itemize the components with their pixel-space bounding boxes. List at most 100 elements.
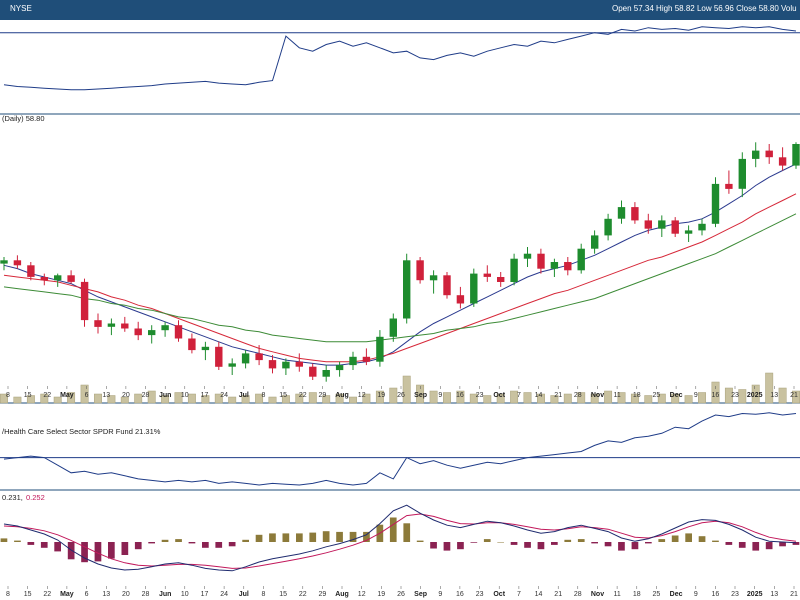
macd-histogram-bar [604, 542, 612, 547]
x-tick-label: 18 [633, 591, 641, 598]
macd-histogram-bar [108, 542, 115, 559]
x-tick-label: 10 [181, 591, 189, 598]
candle-body [389, 318, 397, 337]
macd-histogram-bar [269, 533, 276, 542]
macd-histogram-bar [309, 532, 317, 542]
macd-histogram-bar [296, 533, 303, 542]
macd-line [3, 504, 797, 572]
candle-body [725, 183, 733, 189]
x-tick-label: 2025 [747, 392, 763, 399]
x-tick-label: 9 [694, 392, 698, 399]
macd-histogram-bar [255, 534, 263, 542]
x-tick-label: 15 [279, 591, 287, 598]
volume-bar [214, 393, 223, 404]
volume-bar [120, 396, 129, 404]
x-tick-label: 13 [770, 591, 778, 598]
x-tick-label: 20 [122, 591, 130, 598]
exchange-label: NYSE [10, 4, 32, 13]
x-tick-label: 15 [24, 392, 32, 399]
volume-bar [322, 395, 331, 404]
macd-histogram-bar [712, 540, 719, 542]
macd-signal-line [3, 513, 797, 569]
x-tick-label: 8 [6, 392, 10, 399]
volume-bar [563, 393, 572, 404]
candle-body [282, 361, 290, 369]
volume-bar [53, 396, 62, 404]
candle-body [268, 360, 277, 369]
volume-bar [443, 392, 451, 404]
candle-body [376, 336, 384, 362]
macd-histogram-bar [336, 531, 343, 542]
x-tick-label: 22 [43, 392, 51, 399]
candle-body [349, 356, 357, 366]
volume-bar [469, 393, 478, 404]
volume-bar [711, 381, 720, 404]
candle-body [54, 275, 62, 281]
candle-body [309, 366, 317, 377]
x-tick-label: 6 [85, 392, 89, 399]
x-tick-label: 8 [6, 591, 10, 598]
macd-histogram-bar [94, 542, 102, 562]
x-tick-label: 8 [261, 392, 265, 399]
macd-histogram-bar [645, 542, 652, 544]
x-tick-label: 9 [438, 392, 442, 399]
macd-histogram-bar [510, 542, 518, 545]
x-tick-label: 16 [712, 392, 720, 399]
x-tick-label: 7 [517, 392, 521, 399]
volume-bar [0, 393, 8, 404]
x-tick-label: Jun [159, 392, 171, 399]
macd-histogram-bar [67, 542, 75, 560]
x-tick-label: 28 [142, 392, 150, 399]
volume-bar [375, 390, 384, 404]
candle-body [322, 370, 330, 377]
x-tick-label: 19 [377, 591, 385, 598]
x-tick-label: 21 [790, 591, 798, 598]
volume-bar [429, 390, 438, 404]
candle-body [631, 207, 639, 221]
candle-body [362, 356, 371, 362]
candle-body [577, 248, 585, 271]
volume-bar [738, 389, 747, 404]
candle-body [604, 218, 612, 236]
x-tick-label: 19 [377, 392, 385, 399]
x-tick-label: May [60, 392, 74, 399]
x-tick-label: 16 [456, 591, 464, 598]
macd-histogram-bar [175, 539, 182, 542]
candle-body [564, 262, 572, 271]
x-tick-label: 28 [574, 591, 582, 598]
x-tick-label: Jul [239, 591, 249, 598]
x-tick-label: Aug [335, 392, 349, 399]
x-tick-label: 21 [554, 591, 562, 598]
x-tick-label: 23 [731, 392, 739, 399]
price-panel [0, 142, 800, 404]
x-tick-label: Dec [670, 392, 683, 399]
volume-bar [778, 387, 787, 404]
candle-body [738, 158, 746, 189]
volume-bar [228, 396, 237, 404]
relative-strength-panel [0, 412, 800, 486]
macd-histogram-bar [389, 517, 397, 542]
macd-histogram-bar [0, 538, 8, 542]
volume-bar [483, 395, 492, 404]
x-tick-label: 23 [476, 591, 484, 598]
x-tick-label: 28 [142, 591, 150, 598]
macd-histogram-bar [591, 542, 598, 544]
candle-body [107, 323, 116, 327]
candle-body [429, 275, 438, 281]
x-tick-label: 23 [476, 392, 484, 399]
volume-bar [724, 387, 733, 404]
macd-histogram-bar [470, 542, 478, 543]
x-tick-label: Nov [591, 591, 604, 598]
macd-histogram-bar [779, 542, 786, 547]
x-tick-label: 25 [653, 392, 661, 399]
candle-body [201, 346, 210, 351]
candle-body [148, 330, 156, 336]
x-tick-label: 8 [261, 591, 265, 598]
volume-bar [389, 387, 398, 404]
ma-mid-line [3, 193, 797, 363]
volume-bar [241, 395, 250, 404]
candle-body [711, 183, 720, 224]
candle-body [174, 325, 183, 339]
ohlc-readout: Open 57.34 High 58.82 Low 56.96 Close 58… [612, 4, 797, 13]
volume-bar [268, 396, 277, 404]
